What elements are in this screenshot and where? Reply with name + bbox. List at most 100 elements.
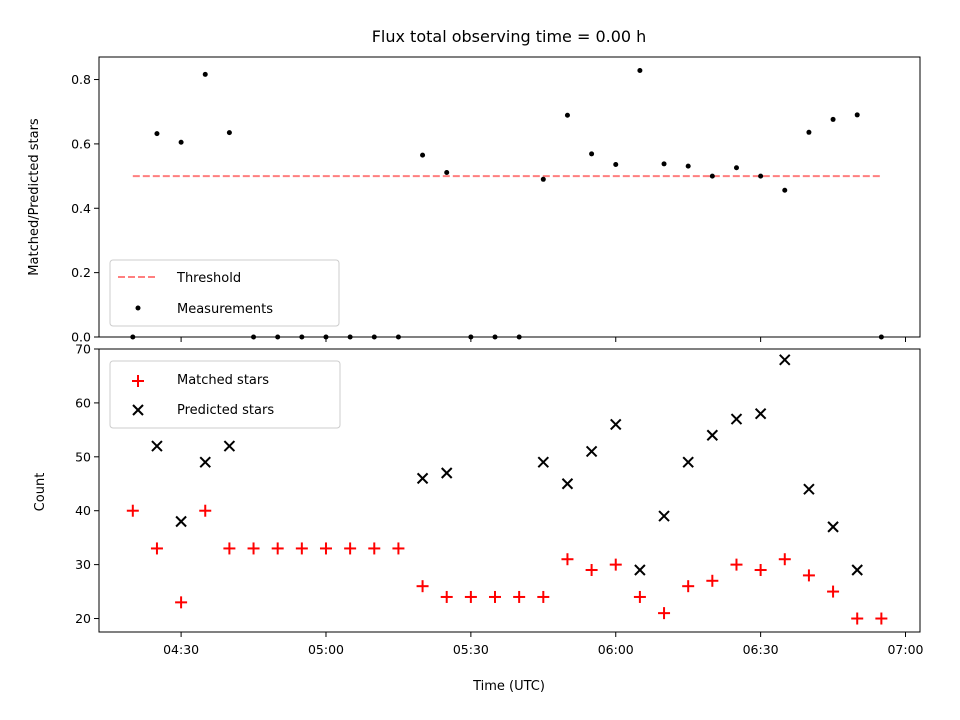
matched-stars-point bbox=[802, 569, 815, 582]
ratio-panel: 0.00.20.40.60.8 Matched/Predicted stars … bbox=[27, 56, 921, 345]
predicted-stars-point bbox=[175, 515, 187, 528]
predicted-x-b bbox=[730, 413, 743, 425]
ratio-y-tick-label: 0.0 bbox=[71, 330, 91, 345]
measurement-point bbox=[758, 173, 764, 179]
predicted-stars-point bbox=[634, 564, 646, 576]
count-panel: 20 30 40 50 60 70 04:30 05:00 05:30 06:00 06:30 07:… bbox=[33, 342, 924, 695]
matched-stars-point bbox=[778, 553, 791, 566]
x-tick-label: 05:30 bbox=[453, 642, 489, 657]
predicted-legend-marker bbox=[132, 404, 144, 416]
predicted-x-b bbox=[199, 456, 211, 468]
ratio-y-axis-label: Matched/Predicted stars bbox=[27, 118, 42, 276]
matched-stars-point bbox=[827, 585, 840, 598]
predicted-x-b bbox=[682, 456, 694, 468]
matched-stars-point bbox=[464, 590, 477, 603]
matched-stars-point bbox=[682, 580, 695, 593]
matched-stars-point bbox=[513, 590, 526, 603]
predicted-x-b bbox=[851, 564, 863, 576]
predicted-stars-point bbox=[803, 483, 815, 495]
ratio-axes-frame bbox=[98, 56, 921, 338]
count-y-axis-label: Count bbox=[33, 473, 48, 512]
measurement-point bbox=[661, 161, 667, 167]
predicted-stars-point bbox=[730, 413, 743, 425]
predicted-x-b bbox=[754, 407, 767, 420]
predicted-x-b bbox=[223, 440, 236, 452]
measurement-point bbox=[444, 170, 450, 176]
measurement-point bbox=[202, 71, 208, 77]
measurement-point bbox=[178, 139, 184, 145]
count-y-tick-label: 20 bbox=[75, 611, 91, 626]
matched-stars-point bbox=[247, 542, 260, 555]
matched-stars-point bbox=[585, 564, 598, 577]
predicted-x-b bbox=[585, 445, 598, 458]
predicted-x-b bbox=[151, 440, 163, 452]
predicted-stars-point bbox=[610, 418, 622, 431]
figure-title: Flux total observing time = 0.00 h bbox=[372, 27, 647, 46]
count-legend-box bbox=[109, 360, 341, 429]
matched-stars-point bbox=[319, 542, 332, 555]
measurement-point bbox=[830, 116, 836, 122]
matched-stars-point bbox=[416, 580, 429, 593]
ratio-y-tick-label: 0.4 bbox=[71, 201, 91, 216]
predicted-stars-point bbox=[223, 440, 236, 452]
matched-legend-marker bbox=[132, 375, 144, 387]
predicted-x-b bbox=[416, 472, 429, 485]
ratio-legend: Threshold Measurements bbox=[109, 259, 340, 327]
predicted-stars-point bbox=[585, 445, 598, 458]
ratio-legend-box bbox=[109, 259, 340, 327]
matched-stars-point bbox=[295, 542, 308, 555]
predicted-stars-point bbox=[779, 354, 791, 366]
matched-stars-point bbox=[537, 590, 550, 603]
x-axis-label: Time (UTC) bbox=[472, 679, 545, 694]
ratio-y-tick-label: 0.2 bbox=[71, 265, 91, 280]
predicted-stars-point bbox=[827, 521, 839, 533]
predicted-x-b bbox=[175, 515, 187, 528]
measurement-point bbox=[685, 163, 691, 169]
matched-stars-point bbox=[271, 542, 284, 555]
x-tick-label: 06:00 bbox=[598, 642, 634, 657]
measurement-point bbox=[540, 176, 546, 182]
predicted-stars-point bbox=[441, 467, 453, 479]
measurement-point bbox=[709, 173, 715, 179]
measurements-legend-label: Measurements bbox=[177, 302, 273, 317]
measurement-point bbox=[613, 161, 619, 167]
matched-stars-point bbox=[223, 542, 236, 555]
matched-stars-point bbox=[440, 590, 453, 603]
threshold-legend-label: Threshold bbox=[176, 271, 241, 286]
predicted-stars-point bbox=[658, 510, 670, 522]
predicted-x-b bbox=[441, 467, 453, 479]
predicted-stars-point bbox=[416, 472, 429, 485]
measurements-legend-marker bbox=[135, 305, 141, 311]
predicted-stars-point bbox=[682, 456, 694, 468]
matched-legend-label: Matched stars bbox=[177, 373, 269, 388]
x-tick-label: 07:00 bbox=[887, 642, 923, 657]
matched-stars-point bbox=[609, 558, 622, 571]
matched-stars-point bbox=[730, 558, 743, 571]
predicted-x-b bbox=[658, 510, 670, 522]
ratio-y-tick-label: 0.6 bbox=[71, 136, 91, 151]
count-y-tick-label: 40 bbox=[75, 503, 91, 518]
count-plot-layer: 20 30 40 50 60 70 04:30 05:00 05:30 06:00 06:30 07:… bbox=[75, 342, 923, 658]
predicted-x-b bbox=[803, 483, 815, 495]
predicted-stars-point bbox=[706, 429, 719, 441]
matched-stars-point bbox=[754, 564, 767, 577]
matched-stars-point bbox=[706, 574, 719, 587]
predicted-stars-point bbox=[537, 456, 550, 468]
matched-stars-point bbox=[368, 542, 381, 555]
ratio-y-tick-label: 0.8 bbox=[71, 72, 91, 87]
count-y-tick-label: 30 bbox=[75, 557, 91, 572]
matched-stars-point bbox=[851, 612, 864, 625]
predicted-stars-point bbox=[561, 478, 574, 490]
matched-stars-point bbox=[199, 504, 212, 517]
predicted-x-b bbox=[610, 418, 622, 431]
predicted-x-b bbox=[827, 521, 839, 533]
predicted-x-b bbox=[561, 478, 574, 490]
predicted-stars-point bbox=[754, 407, 767, 420]
matched-stars-point bbox=[633, 590, 646, 603]
matched-stars-point bbox=[658, 607, 671, 620]
measurement-point bbox=[733, 165, 739, 171]
count-y-tick-label: 50 bbox=[75, 449, 91, 464]
measurement-point bbox=[154, 131, 160, 137]
count-y-tick-label: 60 bbox=[75, 395, 91, 410]
